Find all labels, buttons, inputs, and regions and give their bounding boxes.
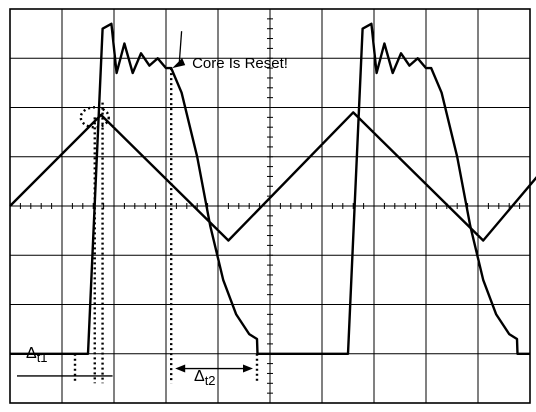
reset-callout-line <box>178 31 183 65</box>
t1-delta: Δ <box>26 345 37 362</box>
traces <box>9 22 536 355</box>
t2-arrow-head-left <box>175 364 186 373</box>
t1-subscript: t1 <box>37 350 48 365</box>
t2-arrow-head-right <box>243 364 253 373</box>
peak-ellipse <box>79 106 110 129</box>
t1-label: Δt1 <box>26 345 48 365</box>
reset-callout-arrowhead <box>172 58 186 69</box>
trace-2 <box>10 22 530 355</box>
annotations: Core Is Reset! Δt1 Δt2 <box>26 55 288 388</box>
t2-delta: Δ <box>194 368 205 385</box>
timing-markers <box>17 31 259 384</box>
trace-1 <box>9 111 536 242</box>
t2-label: Δt2 <box>194 368 216 388</box>
t2-subscript: t2 <box>205 373 216 388</box>
reset-label: Core Is Reset! <box>192 55 288 72</box>
